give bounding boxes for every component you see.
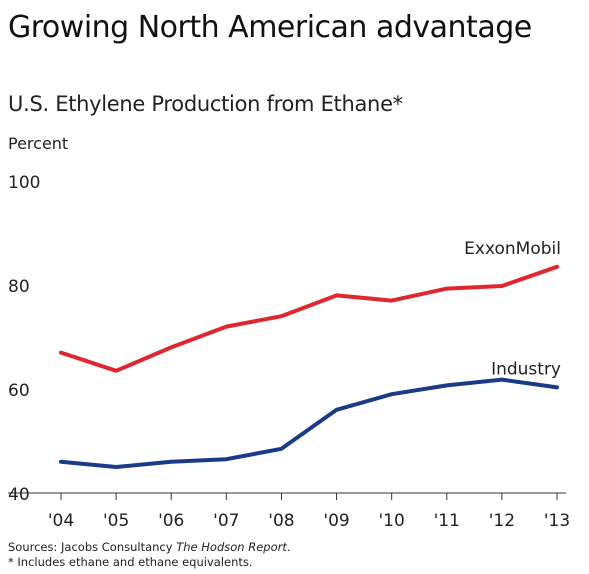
chart-subtitle: U.S. Ethylene Production from Ethane* <box>8 92 403 116</box>
sources-line: Sources: Jacobs Consultancy The Hodson R… <box>8 540 291 555</box>
series-label: ExxonMobil <box>464 239 561 259</box>
chart-footer: Sources: Jacobs Consultancy The Hodson R… <box>8 540 291 570</box>
x-tick-label: '06 <box>158 511 184 531</box>
x-tick-label: '07 <box>213 511 239 531</box>
y-tick-label: 40 <box>8 485 30 505</box>
sources-prefix: Sources: Jacobs Consultancy <box>8 540 177 554</box>
x-tick-label: '13 <box>544 511 570 531</box>
y-tick-label: 100 <box>8 173 40 193</box>
x-tick-label: '12 <box>489 511 515 531</box>
y-tick-label: 80 <box>8 277 30 297</box>
series-line-industry <box>59 377 559 469</box>
chart-title: Growing North American advantage <box>8 10 532 45</box>
x-tick-label: '04 <box>48 511 74 531</box>
x-tick-label: '08 <box>268 511 294 531</box>
y-axis-unit-label: Percent <box>8 134 69 153</box>
x-tick-label: '05 <box>103 511 129 531</box>
sources-suffix: . <box>286 540 291 554</box>
x-tick-label: '09 <box>323 511 349 531</box>
footnote: * Includes ethane and ethane equivalents… <box>8 555 253 569</box>
y-tick-label: 60 <box>8 381 30 401</box>
series-label: Industry <box>491 359 561 379</box>
series-line-exxonmobil <box>59 264 559 373</box>
x-tick-label: '11 <box>434 511 460 531</box>
x-tick-label: '10 <box>379 511 405 531</box>
sources-report-title: The Hodson Report <box>176 540 287 554</box>
